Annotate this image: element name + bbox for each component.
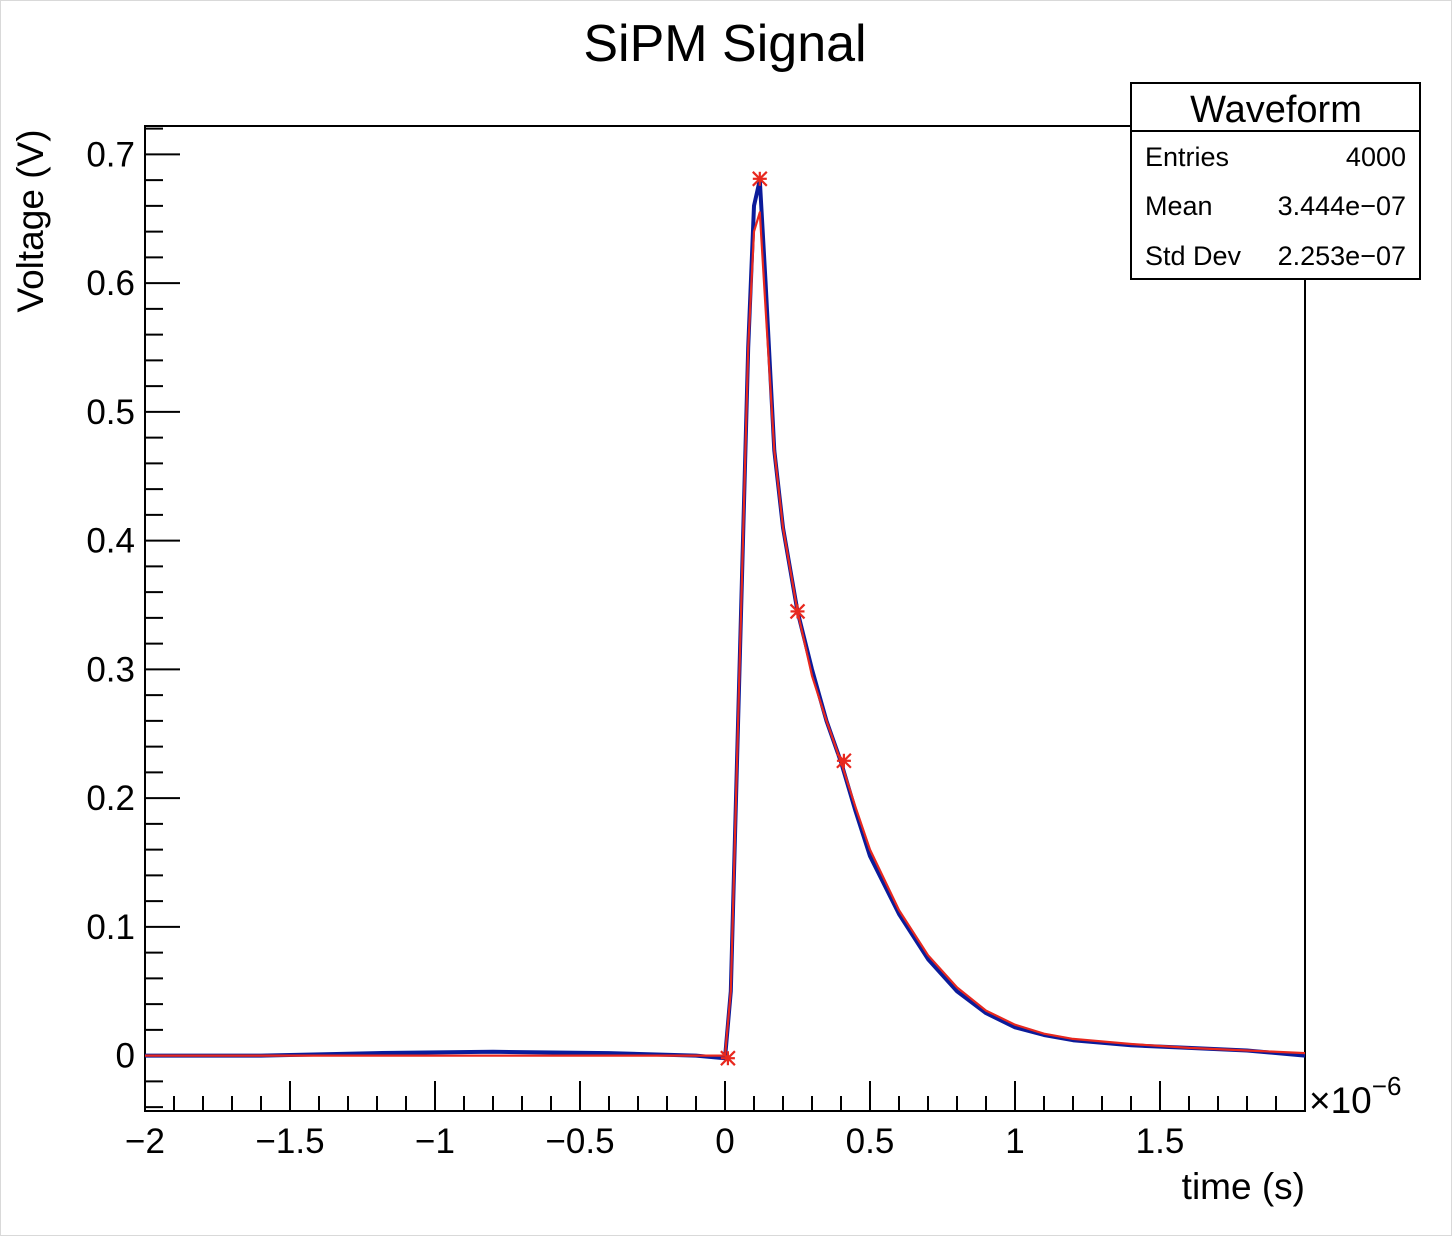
stats-box-title: Waveform bbox=[1190, 89, 1362, 131]
y-tick-label: 0.1 bbox=[86, 908, 135, 947]
peak-marker bbox=[836, 752, 852, 769]
series-layer bbox=[145, 178, 1306, 1061]
x-axis-title: time (s) bbox=[1182, 1166, 1305, 1207]
y-tick-label: 0.7 bbox=[86, 135, 135, 174]
stats-box-frame bbox=[1130, 82, 1421, 280]
stats-stddev-label: Std Dev bbox=[1145, 241, 1242, 271]
x-tick-label: 0.5 bbox=[846, 1122, 895, 1161]
x-tick-label: −2 bbox=[125, 1122, 165, 1161]
marker-stroke bbox=[720, 1050, 736, 1066]
x-tick-label: −0.5 bbox=[545, 1122, 614, 1161]
y-tick-label: 0 bbox=[116, 1037, 135, 1076]
fit-series-line bbox=[145, 211, 1306, 1057]
stats-stddev-value: 2.253e−07 bbox=[1278, 241, 1406, 271]
stats-mean-value: 3.444e−07 bbox=[1278, 191, 1406, 221]
stats-box: Waveform Entries 4000 Mean 3.444e−07 Std… bbox=[1130, 82, 1421, 280]
stats-entries-value: 4000 bbox=[1346, 142, 1406, 172]
y-tick-label: 0.5 bbox=[86, 393, 135, 432]
peak-marker bbox=[789, 603, 806, 620]
x-tick-labels: −2 −1.5 −1 −0.5 0 0.5 1 1.5 bbox=[125, 1122, 1184, 1161]
y-tick-label: 0.4 bbox=[86, 522, 135, 561]
x-tick-label: 0 bbox=[715, 1122, 734, 1161]
y-axis-title: Voltage (V) bbox=[10, 129, 51, 312]
chart-title: SiPM Signal bbox=[583, 15, 866, 73]
x-tick-label: 1 bbox=[1005, 1122, 1024, 1161]
peak-marker bbox=[752, 171, 768, 187]
x-axis-multiplier-base: ×10 bbox=[1309, 1080, 1372, 1121]
peak-marker bbox=[720, 1050, 736, 1066]
x-tick-label: −1 bbox=[415, 1122, 455, 1161]
marker-stroke bbox=[789, 603, 806, 620]
marker-stroke bbox=[836, 752, 852, 769]
waveform-series-line bbox=[145, 178, 1306, 1061]
x-axis-multiplier-exponent: −6 bbox=[1372, 1071, 1402, 1101]
x-axis-multiplier: ×10−6 bbox=[1309, 1071, 1401, 1121]
y-tick-label: 0.3 bbox=[86, 650, 135, 689]
stats-mean-label: Mean bbox=[1145, 191, 1213, 221]
stats-entries-label: Entries bbox=[1145, 142, 1229, 172]
marker-layer bbox=[720, 171, 852, 1066]
y-tick-label: 0.6 bbox=[86, 264, 135, 303]
x-tick-label: 1.5 bbox=[1136, 1122, 1185, 1161]
x-tick-label: −1.5 bbox=[255, 1122, 324, 1161]
y-tick-label: 0.2 bbox=[86, 779, 135, 818]
y-tick-labels: 0 0.1 0.2 0.3 0.4 0.5 0.6 0.7 bbox=[86, 135, 135, 1075]
marker-stroke bbox=[752, 171, 768, 187]
